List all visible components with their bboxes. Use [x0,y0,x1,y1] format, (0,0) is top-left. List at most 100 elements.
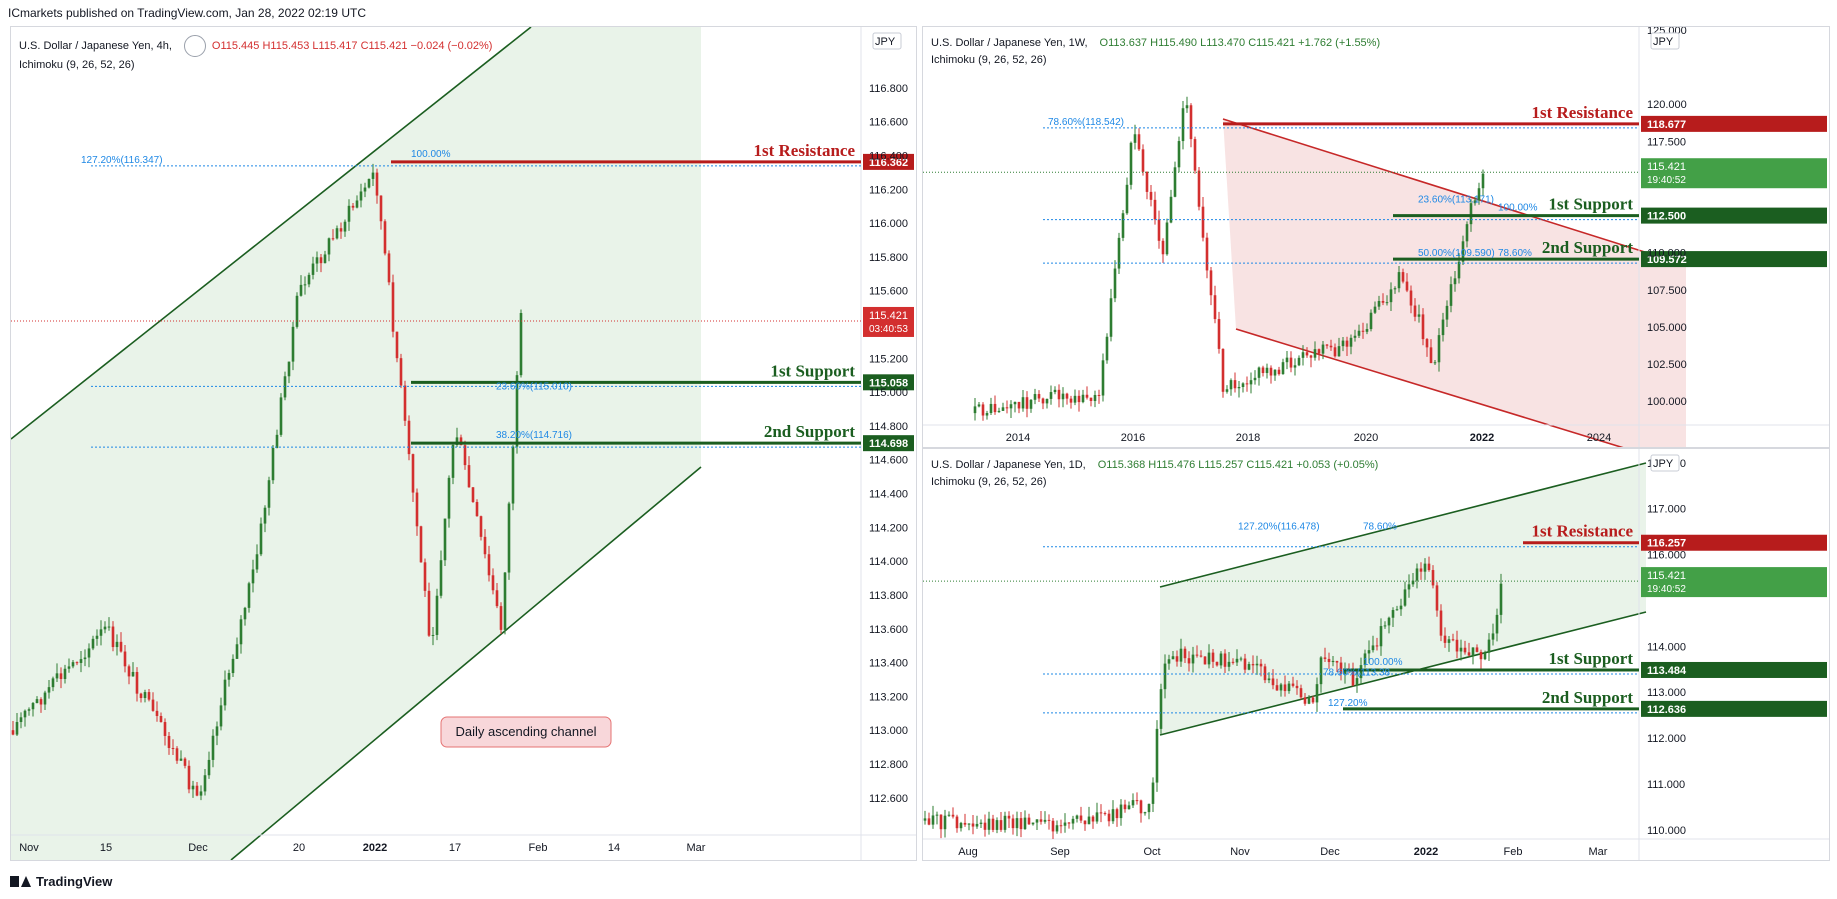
candle-body [1165,222,1169,255]
candle-body [1121,213,1125,238]
candle-body [55,673,59,679]
candle-body [1393,288,1397,290]
candle-body [319,257,323,264]
candle-body [1385,302,1389,304]
candle-body [1093,394,1097,402]
chart-canvas-4h[interactable]: 1st Resistance 116.362 1st Support 115.058 2… [11,27,916,860]
chart-canvas-1d[interactable]: 1st Resistance 116.257 1st Support 113.484 2… [923,449,1829,860]
candle-body [247,583,251,608]
y-tick-label: 105.000 [1647,322,1687,334]
y-tick-label: 116.800 [869,83,908,95]
candle-body [83,657,87,660]
candle-body [1465,224,1469,242]
settings-circle-icon[interactable] [183,35,206,57]
candle-body [1455,639,1459,652]
candle-body [315,257,319,264]
legend-1w: U.S. Dollar / Japanese Yen, 1W, O113.637 … [931,35,1380,69]
candle-body [1341,340,1345,347]
candle-body [1471,647,1475,656]
candle-body [1391,610,1395,618]
candle-body [1367,650,1371,654]
candle-body [951,814,955,817]
candle-body [977,404,981,407]
candle-body [1457,261,1461,279]
candle-body [1285,357,1289,363]
y-tick-label: 115.000 [869,387,908,399]
candle-body [415,492,419,527]
candle-body [1069,398,1073,403]
candle-body [1085,394,1089,398]
candle-body [971,823,975,827]
candle-body [135,671,139,694]
channel-line [1222,118,1687,266]
candle-body [987,818,991,830]
candle-body [1163,663,1167,690]
candle-body [1277,369,1281,375]
candle-body [1475,647,1479,652]
candle-body [1423,563,1427,572]
y-tick-label: 111.000 [1647,779,1685,791]
level-price-label: 118.677 [1647,119,1686,131]
candle-body [1237,386,1241,389]
y-tick-label: 115.600 [869,286,908,298]
candle-body [23,710,27,718]
candle-body [1417,314,1421,317]
candle-body [1247,664,1251,670]
candle-body [1199,655,1203,657]
candle-body [1153,199,1157,220]
candle-body [1259,663,1263,667]
candle-body [1415,568,1419,581]
candle-body [1229,380,1233,390]
candle-body [339,228,343,232]
candle-body [1395,609,1399,611]
candle-body [1309,355,1313,358]
last-price-tag [1641,158,1827,189]
candle-body [1467,652,1471,656]
chart-canvas-1w[interactable]: 1st Resistance 118.677 1st Support 112.500 2… [923,27,1829,447]
candle-body [1403,589,1407,606]
x-tick-label: Nov [1230,846,1250,858]
candle-body [191,785,195,790]
x-tick-label: Mar [1589,846,1608,858]
candle-body [1267,678,1271,681]
footer-brand[interactable]: TradingView [10,874,112,889]
candle-body [1441,319,1445,336]
fib-label: 78.60% [1498,248,1532,259]
candle-body [1289,357,1293,368]
chart-panel-4h[interactable]: U.S. Dollar / Japanese Yen, 4h, O115.445 … [10,26,917,861]
level-price-label: 116.257 [1647,538,1686,550]
candle-body [997,410,1001,413]
candle-body [1007,815,1011,819]
candle-body [427,590,431,636]
candle-body [1445,305,1449,320]
chart-panel-1w[interactable]: U.S. Dollar / Japanese Yen, 1W, O113.637 … [922,26,1830,448]
last-price-tag [863,306,914,337]
x-tick-label: 17 [449,842,461,854]
fib-label: 127.20%(116.347) [81,155,163,166]
y-tick-label: 113.200 [869,691,908,703]
chart-panel-1d[interactable]: U.S. Dollar / Japanese Yen, 1D, O115.368 … [922,448,1830,861]
candle-body [1095,812,1099,822]
candle-body [1303,697,1307,704]
level-name-label: 2nd Support [1542,688,1634,707]
candle-body [1083,820,1087,825]
candle-body [391,282,395,332]
candle-body [1075,815,1079,819]
ohlc-change: +1.762 (+1.55%) [1298,37,1381,49]
level-name-label: 2nd Support [764,422,856,441]
candle-body [299,284,303,296]
candle-body [215,726,219,736]
candle-body [1197,170,1201,207]
candle-body [1311,697,1315,703]
candle-body [451,445,455,478]
level-price-tag [1641,700,1827,717]
candle-body [139,693,143,699]
candle-body [103,626,107,630]
candle-body [1103,813,1107,815]
candle-body [1271,678,1275,686]
last-price-label: 115.421 [1647,161,1686,173]
candle-body [1129,142,1133,185]
candle-body [1319,657,1323,685]
level-price-tag [1641,207,1827,224]
candle-body [975,823,979,827]
